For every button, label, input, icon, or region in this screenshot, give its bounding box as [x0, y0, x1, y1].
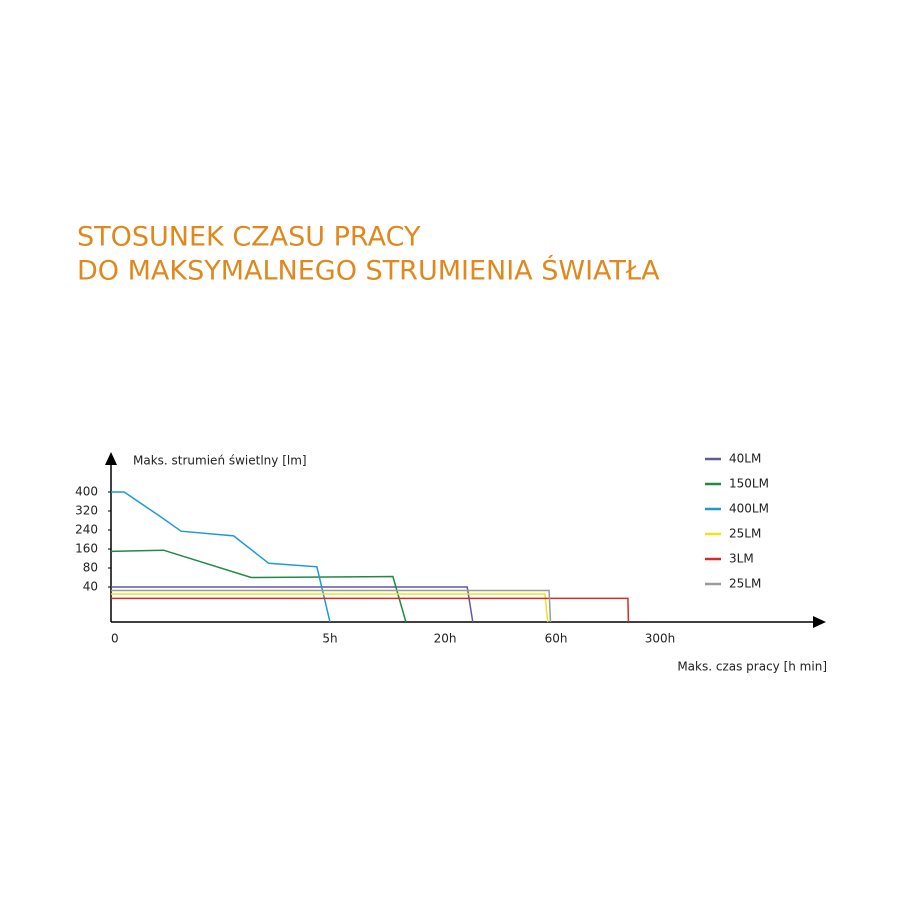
y-tick-label: 160	[75, 542, 98, 556]
legend-label: 150LM	[729, 477, 769, 491]
x-tick-label: 20h	[434, 632, 457, 646]
series-line	[111, 597, 630, 623]
series-line	[111, 593, 549, 623]
y-tick-label: 80	[83, 561, 98, 575]
y-tick-label: 240	[75, 523, 98, 537]
series-line	[110, 549, 407, 623]
x-tick-label: 5h	[322, 632, 337, 646]
y-axis-arrow	[105, 452, 117, 465]
legend-label: 25LM	[729, 527, 761, 541]
legend-label: 400LM	[729, 502, 769, 516]
legend-label: 40LM	[729, 452, 761, 466]
x-tick-label: 60h	[545, 632, 568, 646]
series-line	[111, 491, 331, 623]
y-axis-label: Maks. strumień świetlny [lm]	[133, 454, 307, 468]
series-line	[111, 586, 474, 623]
legend-label: 25LM	[729, 577, 761, 591]
x-tick-label: 0	[111, 632, 119, 646]
y-tick-label: 400	[75, 485, 98, 499]
x-axis-arrow	[813, 616, 826, 628]
chart-title: STOSUNEK CZASU PRACY	[77, 222, 421, 253]
y-tick-label: 40	[83, 580, 98, 594]
x-tick-label: 300h	[645, 632, 676, 646]
y-tick-label: 320	[75, 504, 98, 518]
series-line	[111, 589, 552, 623]
chart-title: DO MAKSYMALNEGO STRUMIENIA ŚWIATŁA	[77, 255, 660, 287]
x-axis-label: Maks. czas pracy [h min]	[677, 660, 827, 674]
legend-label: 3LM	[729, 552, 754, 566]
